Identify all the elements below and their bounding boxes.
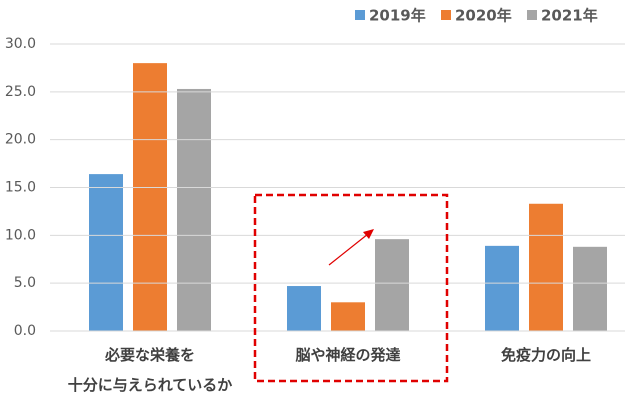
y-tick-label: 15.0: [5, 180, 36, 196]
bar: [331, 302, 365, 331]
x-tick-label: 免疫力の向上: [500, 346, 591, 364]
highlight-box: [253, 193, 449, 383]
bar: [485, 245, 519, 331]
bar: [177, 88, 211, 331]
bar: [529, 203, 563, 331]
y-tick-label: 5.0: [14, 275, 36, 291]
bar: [133, 63, 167, 332]
bar: [287, 286, 321, 331]
x-tick-label: 脳や神経の発達: [295, 346, 401, 364]
y-tick-label: 10.0: [5, 227, 36, 243]
legend-swatch: [441, 10, 451, 20]
legend-label: 2019年: [369, 7, 426, 25]
arrow-head: [363, 229, 374, 239]
legend-label: 2020年: [455, 7, 512, 25]
y-tick-label: 20.0: [5, 132, 36, 148]
y-tick-label: 0.0: [14, 323, 36, 339]
y-tick-label: 30.0: [5, 36, 36, 52]
arrow-line: [328, 233, 369, 266]
y-tick-label: 25.0: [5, 84, 36, 100]
legend-label: 2021年: [541, 7, 598, 25]
legend-swatch: [355, 10, 365, 20]
bar: [375, 239, 409, 331]
bar: [89, 174, 123, 331]
x-tick-label: 必要な栄養を 十分に与えられているか: [67, 346, 233, 394]
bar: [573, 246, 607, 331]
legend-swatch: [527, 10, 537, 20]
